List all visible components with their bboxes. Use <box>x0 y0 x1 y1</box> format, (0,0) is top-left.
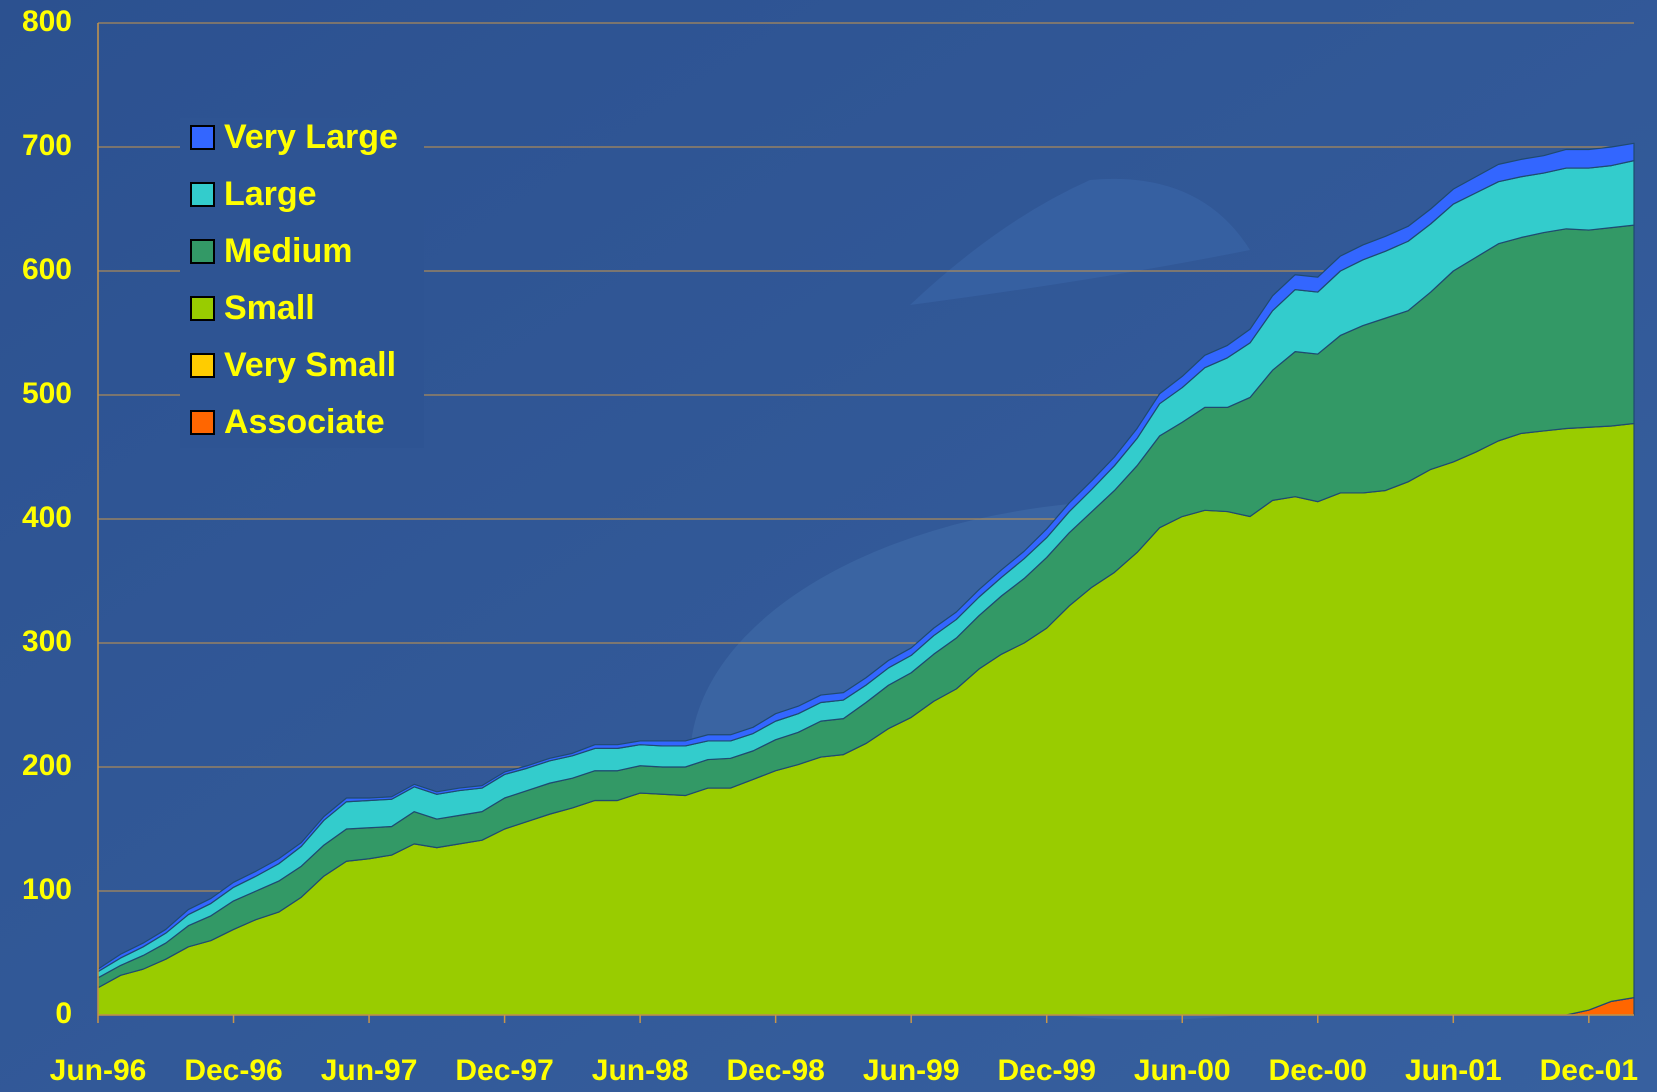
legend-label: Medium <box>224 232 352 270</box>
legend-swatch <box>190 182 215 207</box>
x-tick-label: Jun-01 <box>1405 1054 1502 1087</box>
x-tick-label: Dec-99 <box>998 1054 1096 1087</box>
legend-label: Small <box>224 289 315 327</box>
y-tick-label: 0 <box>55 997 72 1030</box>
legend-label: Large <box>224 175 317 213</box>
legend-swatch <box>190 125 215 150</box>
x-tick-label: Dec-01 <box>1540 1054 1638 1087</box>
x-tick-label: Dec-97 <box>455 1054 553 1087</box>
x-tick-label: Jun-98 <box>592 1054 689 1087</box>
y-tick-label: 700 <box>22 129 72 162</box>
x-tick-label: Jun-00 <box>1134 1054 1231 1087</box>
y-tick-label: 200 <box>22 749 72 782</box>
y-tick-label: 300 <box>22 625 72 658</box>
y-tick-label: 800 <box>22 5 72 38</box>
legend-swatch <box>190 239 215 264</box>
x-tick-label: Jun-97 <box>321 1054 418 1087</box>
x-tick-label: Jun-99 <box>863 1054 960 1087</box>
legend-label: Very Small <box>224 346 396 384</box>
legend-label: Very Large <box>224 118 398 156</box>
y-tick-label: 100 <box>22 873 72 906</box>
x-tick-label: Dec-98 <box>726 1054 824 1087</box>
x-tick-label: Dec-00 <box>1269 1054 1367 1087</box>
legend-label: Associate <box>224 403 385 441</box>
swoosh <box>910 178 1250 305</box>
area <box>97 142 1635 973</box>
legend-background <box>180 118 424 448</box>
legend-swatch <box>190 296 215 321</box>
y-tick-label: 600 <box>22 253 72 286</box>
y-tick-label: 400 <box>22 501 72 534</box>
x-tick-label: Jun-96 <box>50 1054 147 1087</box>
legend-swatch <box>190 353 215 378</box>
legend-swatch <box>190 410 215 435</box>
y-tick-label: 500 <box>22 377 72 410</box>
x-tick-label: Dec-96 <box>184 1054 282 1087</box>
